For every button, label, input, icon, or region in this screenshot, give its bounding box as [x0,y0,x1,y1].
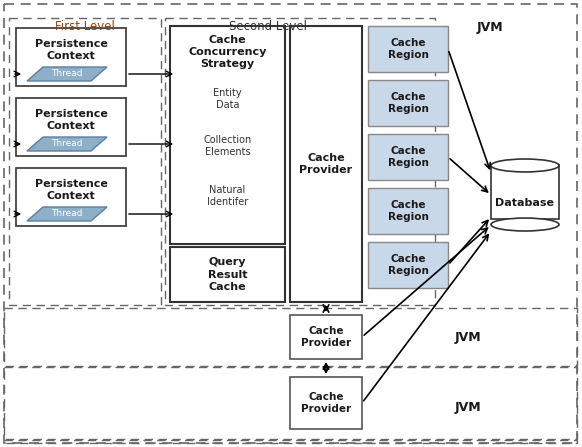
Text: Cache
Provider: Cache Provider [299,153,353,175]
Text: Database: Database [495,198,555,208]
Text: Cache
Region: Cache Region [388,254,428,276]
Text: Thread: Thread [51,139,83,148]
Bar [4,308,577,366]
Ellipse shape [491,218,559,231]
Bar [491,165,559,219]
Polygon shape [27,207,107,221]
Text: Persistence
Context: Persistence Context [34,109,108,131]
Text: Persistence
Context: Persistence Context [34,39,108,61]
Text: Cache
Provider: Cache Provider [301,326,351,348]
Bar [368,188,448,234]
Text: Entity
Data: Entity Data [213,88,242,110]
Text: Persistence
Context: Persistence Context [34,179,108,201]
Ellipse shape [491,159,559,172]
Bar [290,315,362,359]
Polygon shape [27,137,107,151]
Text: Second Level: Second Level [229,21,307,34]
Bar [170,247,285,302]
Bar [368,26,448,72]
Bar [165,18,435,305]
Bar [368,134,448,180]
Text: Query
Result
Cache: Query Result Cache [208,257,247,292]
Text: Cache
Region: Cache Region [388,146,428,168]
Bar [170,26,285,244]
Bar [16,168,126,226]
Bar [4,367,577,439]
Text: Thread: Thread [51,69,83,79]
Bar [176,173,279,219]
Text: JVM: JVM [455,330,481,343]
Text: JVM: JVM [477,21,503,34]
Polygon shape [27,67,107,81]
Text: Cache
Concurrency
Strategy: Cache Concurrency Strategy [189,34,267,69]
Bar [368,80,448,126]
Bar [16,28,126,86]
Bar [176,80,279,118]
Text: Cache
Provider: Cache Provider [301,392,351,414]
Text: Cache
Region: Cache Region [388,38,428,60]
Text: Collection
Elements: Collection Elements [203,135,251,157]
Bar [176,122,279,170]
Text: Cache
Region: Cache Region [388,200,428,222]
Text: Thread: Thread [51,210,83,219]
Bar [9,18,161,305]
Bar [368,242,448,288]
Text: JVM: JVM [455,401,481,414]
Bar [290,377,362,429]
Text: Cache
Region: Cache Region [388,92,428,114]
Bar [4,440,577,443]
Text: First Level: First Level [55,21,115,34]
Bar [16,98,126,156]
Bar [290,26,362,302]
Text: Natural
Identifer: Natural Identifer [207,185,248,207]
